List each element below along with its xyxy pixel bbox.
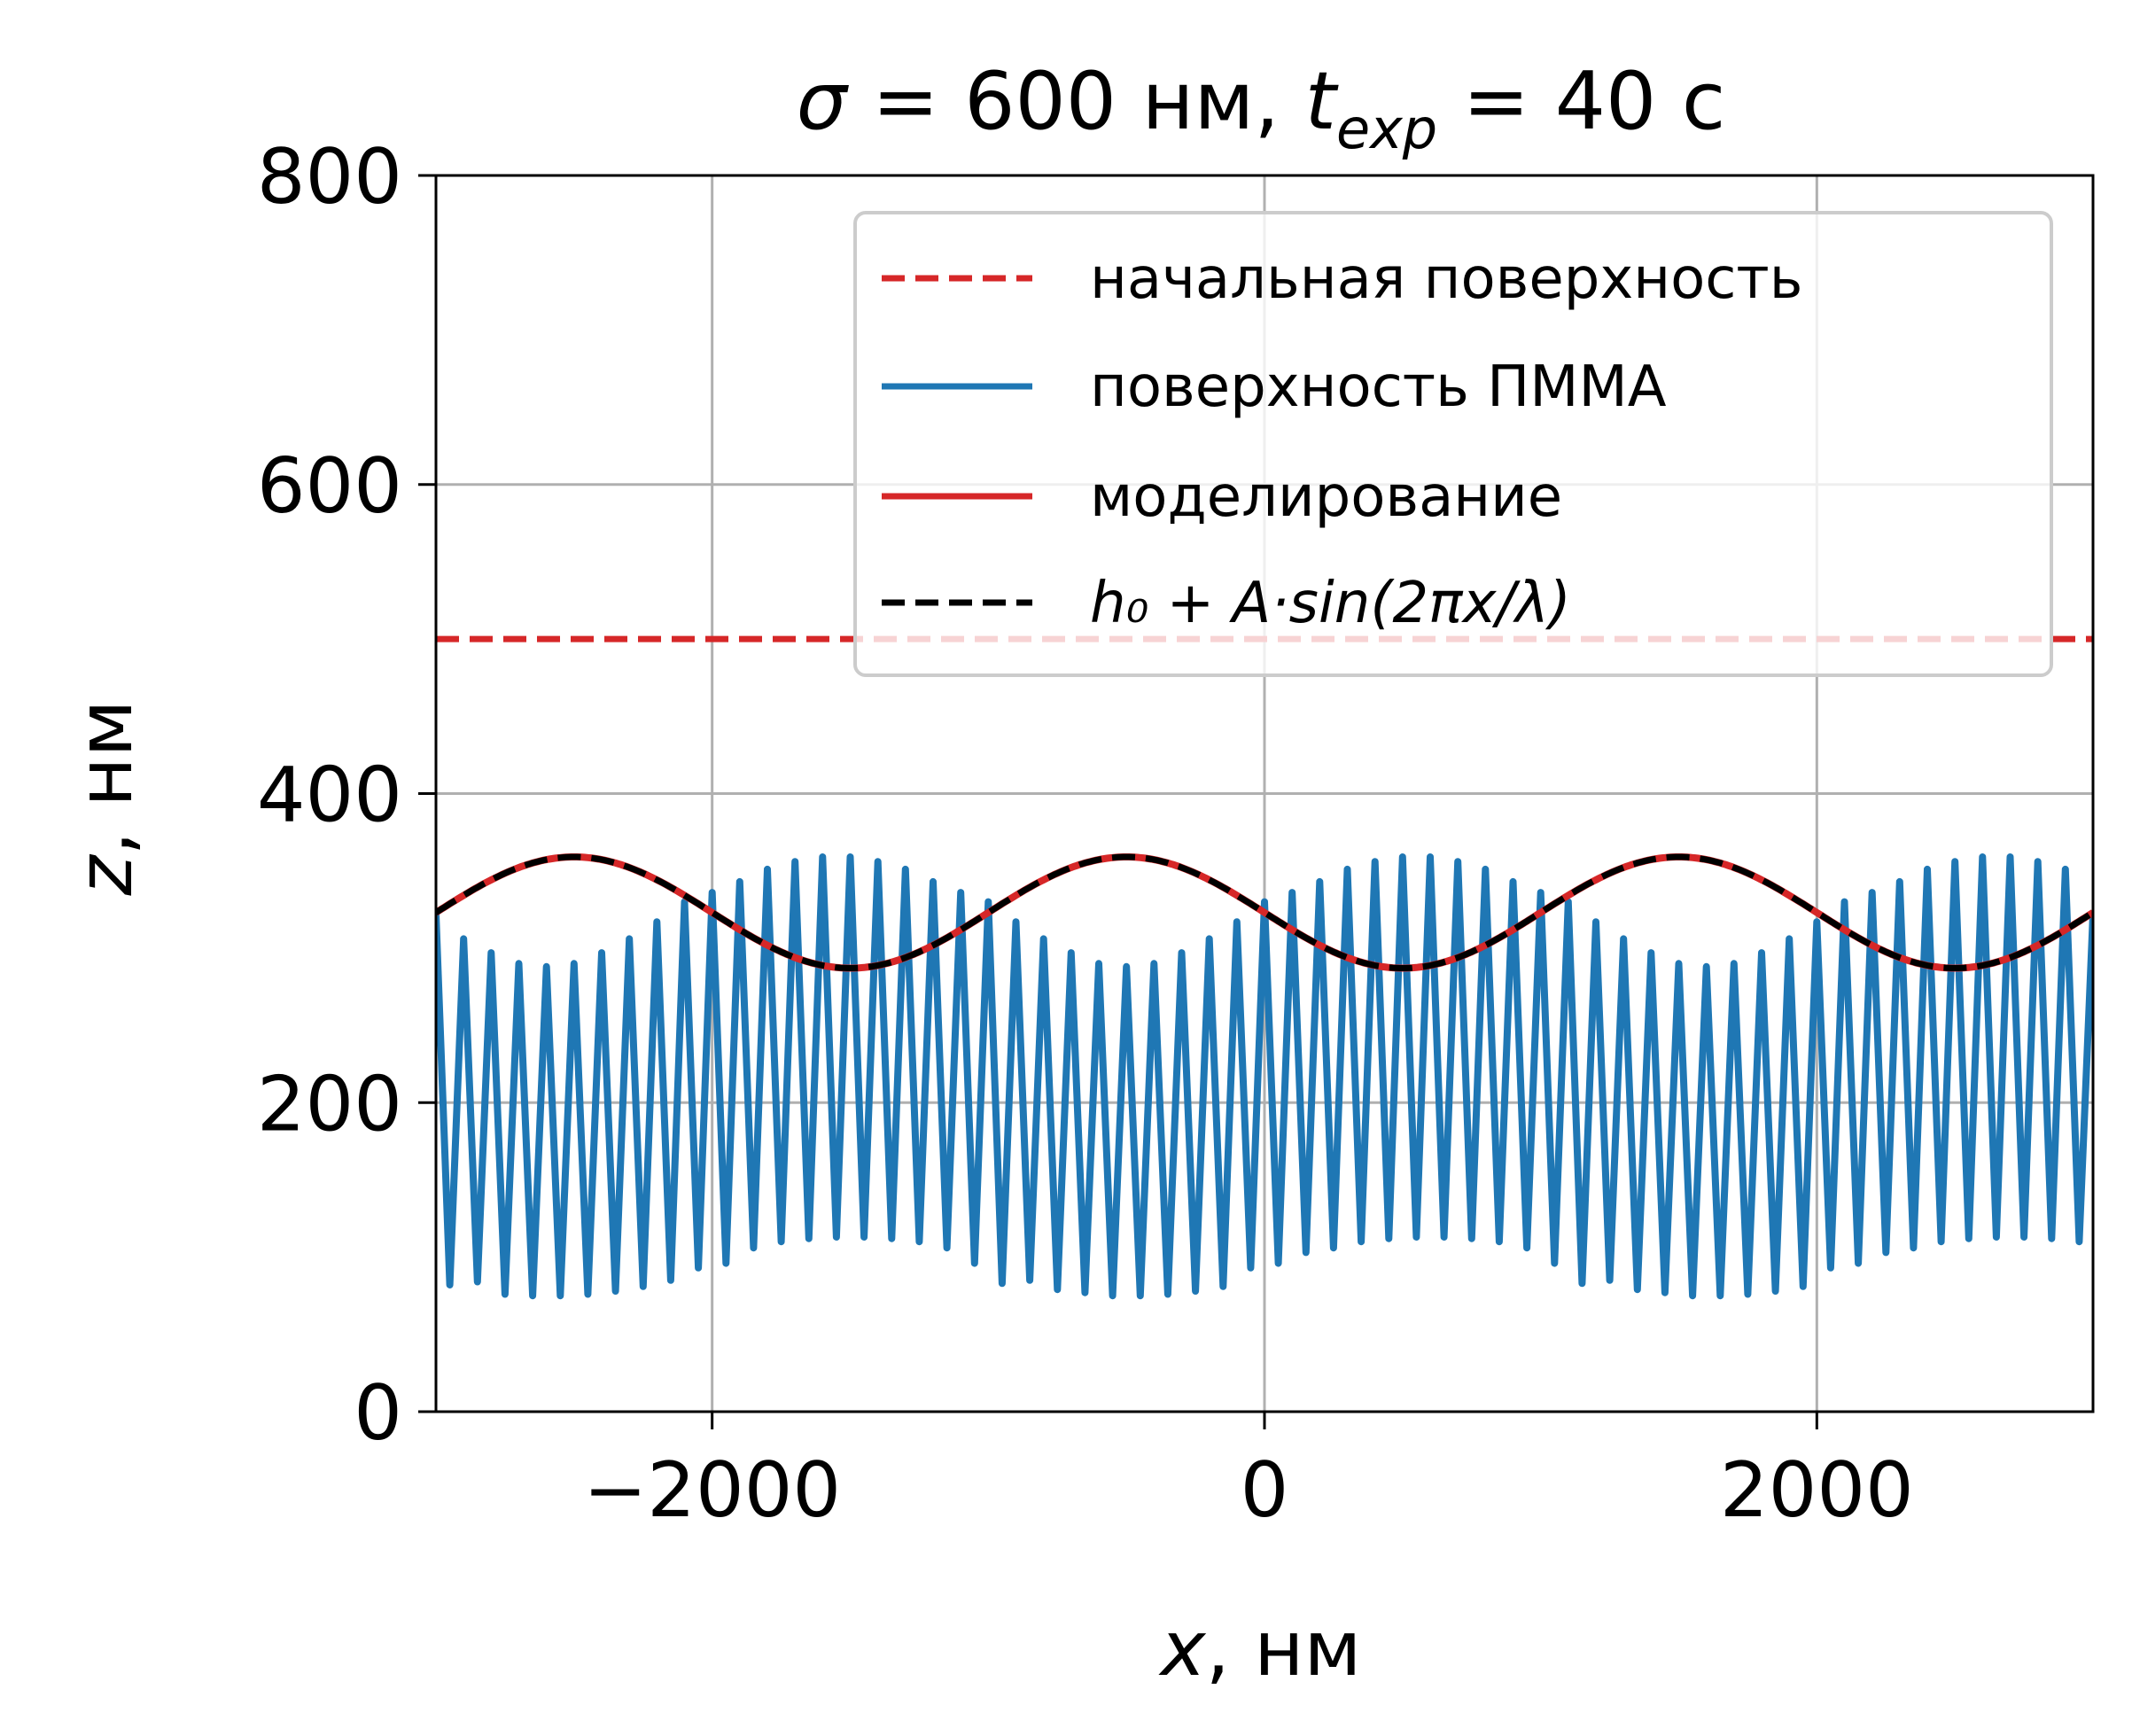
x-tick-label-0: −2000 — [583, 1446, 841, 1535]
legend-label-simulation: моделирование — [1090, 464, 1562, 530]
series-simulation-line — [436, 853, 2093, 972]
y-tick-label-4: 800 — [257, 133, 402, 222]
x-tick-label-1: 0 — [1241, 1446, 1289, 1535]
x-tick-label-2: 2000 — [1720, 1446, 1914, 1535]
y-tick-label-3: 600 — [257, 442, 402, 531]
y-tick-label-0: 0 — [354, 1369, 402, 1458]
legend-label-pmma-surface: поверхность ПММА — [1090, 354, 1667, 420]
legend-box — [853, 211, 2053, 677]
legend-label-initial-surface: начальная поверхность — [1090, 246, 1802, 312]
y-tick-label-1: 200 — [257, 1060, 402, 1148]
y-tick-label-2: 400 — [257, 751, 402, 840]
y-axis-label: z, нм — [61, 700, 150, 897]
x-axis-label: x, нм — [1158, 1605, 1362, 1693]
ticks: −2000 0 2000 0 200 400 600 800 — [257, 133, 1914, 1535]
chart-title: σ = 600 нм, texp = 40 с — [797, 55, 1726, 161]
legend-label-fit: h₀ + A·sin(2πx/λ) — [1090, 571, 1571, 636]
legend: начальная поверхность поверхность ПММА м… — [853, 211, 2053, 677]
series-pmma-surface-line — [436, 853, 2093, 1300]
